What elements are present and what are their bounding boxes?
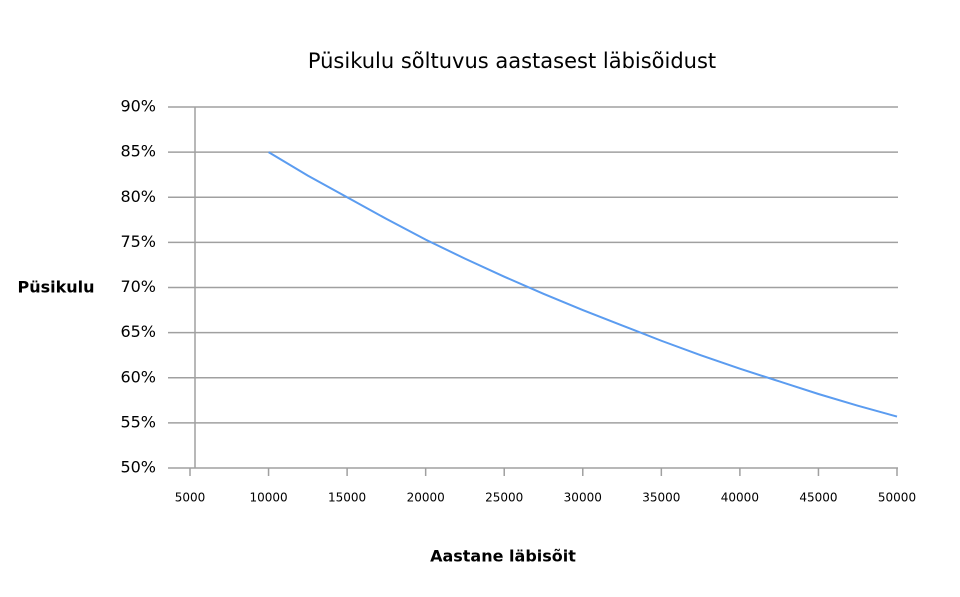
x-tick-label: 45000 — [799, 491, 837, 505]
x-tick-label: 20000 — [407, 491, 445, 505]
y-axis-label: Püsikulu — [17, 278, 94, 297]
x-tick-label: 50000 — [878, 491, 916, 505]
x-tick-label: 40000 — [721, 491, 759, 505]
y-tick-label: 55% — [120, 412, 156, 431]
y-tick-label: 65% — [120, 322, 156, 341]
y-tick-label: 60% — [120, 367, 156, 386]
x-tick-label: 35000 — [642, 491, 680, 505]
y-tick-label: 70% — [120, 277, 156, 296]
x-tick-label: 10000 — [249, 491, 287, 505]
y-tick-label: 75% — [120, 232, 156, 251]
x-tick-label: 30000 — [564, 491, 602, 505]
x-tick-label: 5000 — [175, 491, 206, 505]
y-tick-label: 80% — [120, 187, 156, 206]
x-axis-label: Aastane läbisõit — [430, 547, 576, 566]
chart-title: Püsikulu sõltuvus aastasest läbisõidust — [308, 49, 716, 73]
y-tick-label: 50% — [120, 458, 156, 477]
x-tick-label: 15000 — [328, 491, 366, 505]
y-tick-label: 90% — [120, 97, 156, 116]
x-tick-label: 25000 — [485, 491, 523, 505]
data-line — [268, 151, 898, 418]
y-tick-label: 85% — [120, 142, 156, 161]
